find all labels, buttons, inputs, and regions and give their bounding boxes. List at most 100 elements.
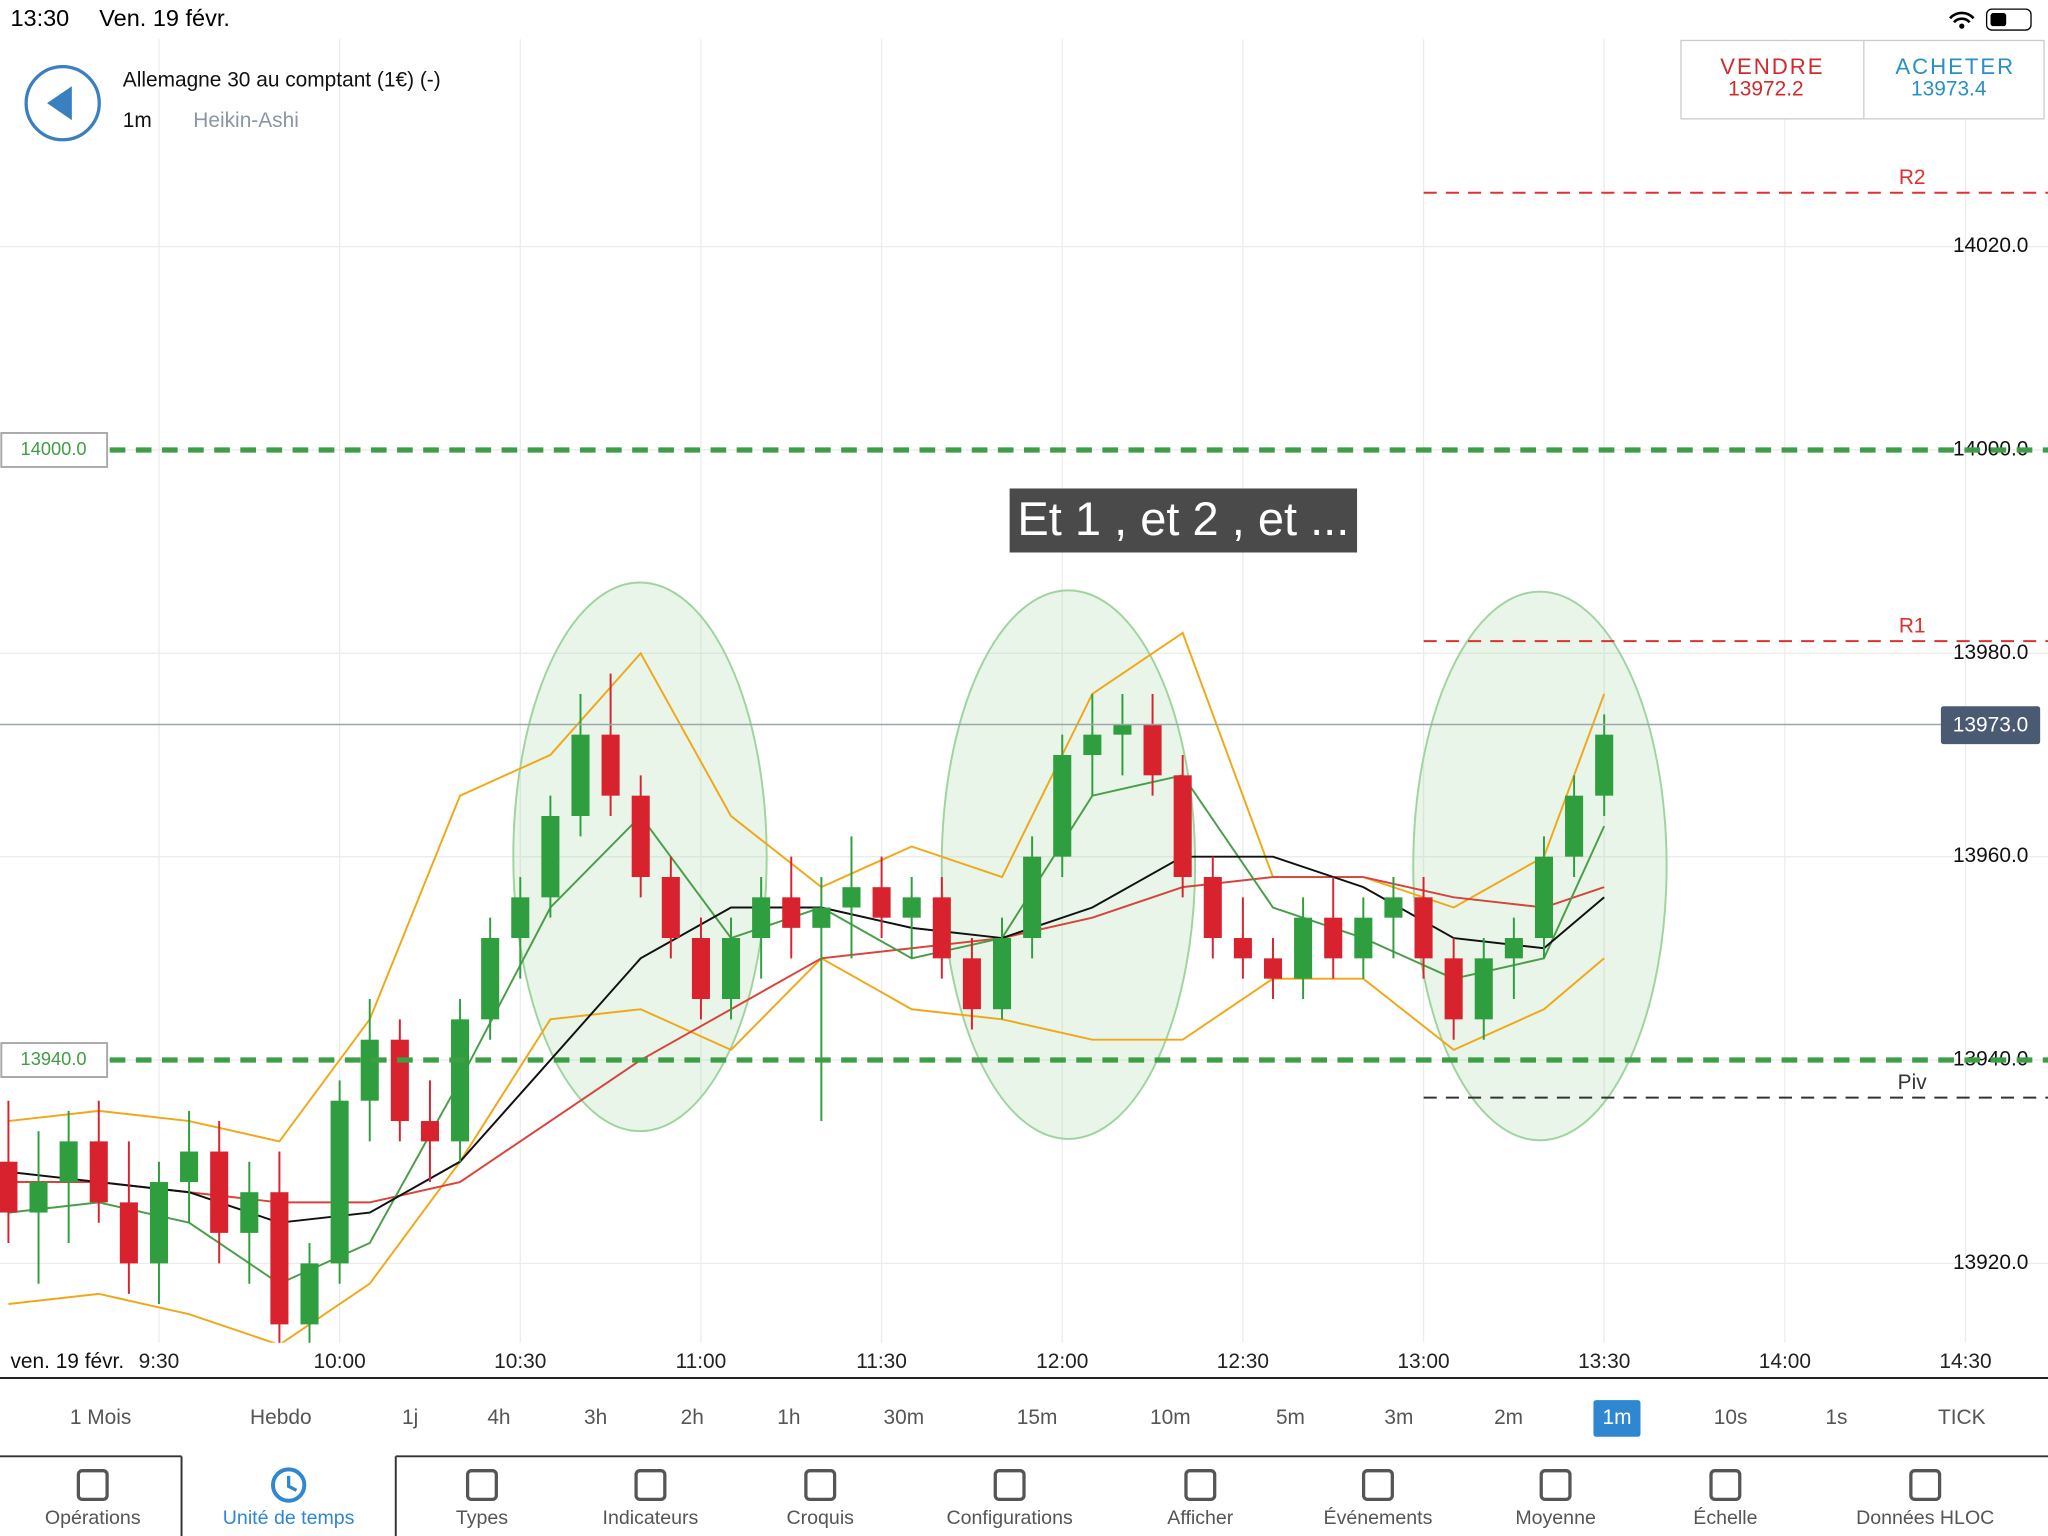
pivot-label: R2 xyxy=(1899,166,1926,189)
toolbar-label[interactable]: Indicateurs xyxy=(603,1507,699,1529)
candle-body xyxy=(1384,897,1403,918)
candle-body xyxy=(1354,917,1373,959)
status-time: 13:30 xyxy=(10,5,69,31)
buy-label[interactable]: ACHETER xyxy=(1895,54,2015,79)
candle-body xyxy=(571,734,590,817)
toolbar-icon[interactable] xyxy=(76,1469,109,1502)
date-label: ven. 19 févr. xyxy=(10,1350,124,1373)
toolbar-label[interactable]: Unité de temps xyxy=(223,1507,355,1529)
toolbar-label[interactable]: Croquis xyxy=(787,1507,855,1529)
timeframe-option[interactable]: 15m xyxy=(1017,1406,1058,1429)
toolbar-label[interactable]: Opérations xyxy=(45,1507,141,1529)
timeframe-option[interactable]: 1 Mois xyxy=(70,1406,131,1429)
timeframe-option[interactable]: 1m xyxy=(1602,1406,1631,1429)
toolbar-icon[interactable] xyxy=(465,1469,498,1502)
toolbar-icon[interactable] xyxy=(1361,1469,1394,1502)
annotation: Et 1 , et 2 , et ... xyxy=(1017,492,1349,545)
candle-body xyxy=(812,907,831,928)
timeframe-option[interactable]: 2h xyxy=(681,1406,704,1429)
candle-body xyxy=(1173,775,1192,878)
x-tick-label: 14:00 xyxy=(1759,1350,1811,1373)
toolbar-label[interactable]: Configurations xyxy=(947,1507,1073,1529)
pivot-label: R1 xyxy=(1899,614,1926,637)
candle-body xyxy=(89,1141,108,1203)
timeframe-option[interactable]: 5m xyxy=(1276,1406,1305,1429)
back-button[interactable] xyxy=(24,64,101,142)
candle-body xyxy=(601,734,620,796)
candle-body xyxy=(541,816,560,898)
candle-body xyxy=(511,897,530,939)
candle-body xyxy=(992,938,1012,1010)
sell-price[interactable]: 13972.2 xyxy=(1728,78,1803,101)
toolbar-icon[interactable] xyxy=(1539,1469,1572,1502)
toolbar-label[interactable]: Événements xyxy=(1324,1506,1433,1529)
timeframe-option[interactable]: 10m xyxy=(1150,1406,1191,1429)
toolbar-icon[interactable] xyxy=(1709,1469,1742,1502)
candle-body xyxy=(902,897,921,918)
candle-body xyxy=(451,1019,470,1142)
candle-body xyxy=(691,938,710,1000)
candle-body xyxy=(1294,917,1313,979)
candle-body xyxy=(1113,724,1132,735)
toolbar-icon[interactable] xyxy=(287,1475,298,1492)
toolbar-icon[interactable] xyxy=(271,1467,307,1503)
y-tick-label: 14020.0 xyxy=(1953,234,2028,257)
toolbar-icon[interactable] xyxy=(993,1469,1026,1502)
status-icons xyxy=(1949,8,2032,31)
candle-body xyxy=(842,887,861,908)
timeframe-option[interactable]: 3h xyxy=(584,1406,607,1429)
timeframe-option[interactable]: Hebdo xyxy=(250,1406,312,1429)
candle-body xyxy=(1595,734,1614,796)
toolbar: Opérations Unité de temps Types Indicateurs… xyxy=(0,1455,2048,1536)
toolbar-label[interactable]: Types xyxy=(456,1507,508,1529)
timeframe-option[interactable]: 30m xyxy=(884,1406,925,1429)
toolbar-icon[interactable] xyxy=(1184,1469,1217,1502)
candle-body xyxy=(1053,754,1072,857)
candle-body xyxy=(1233,938,1252,959)
toolbar-icon[interactable] xyxy=(804,1469,837,1502)
x-tick-label: 9:30 xyxy=(139,1350,180,1373)
toolbar-label[interactable]: Données HLOC xyxy=(1856,1507,1994,1529)
y-tick-label: 13980.0 xyxy=(1953,641,2028,664)
timeframe-option[interactable]: 4h xyxy=(487,1406,510,1429)
sell-label[interactable]: VENDRE xyxy=(1720,54,1824,79)
timeframe-selected[interactable] xyxy=(1593,1400,1641,1437)
toolbar-label[interactable]: Afficher xyxy=(1167,1507,1233,1529)
x-tick-label: 10:30 xyxy=(494,1350,546,1373)
timeframe-option[interactable]: 1h xyxy=(777,1406,800,1429)
timeframe-option[interactable]: 3m xyxy=(1384,1406,1413,1429)
x-tick-label: 14:30 xyxy=(1939,1350,1991,1373)
timeframe-option[interactable]: 1j xyxy=(402,1406,418,1429)
candle-body xyxy=(1534,856,1554,939)
candle-body xyxy=(1324,917,1343,959)
toolbar-label[interactable]: Échelle xyxy=(1693,1506,1757,1529)
timeframe-option[interactable]: 2m xyxy=(1494,1406,1523,1429)
candle-body xyxy=(1023,856,1042,939)
candle-body xyxy=(1203,877,1222,939)
candle-body xyxy=(210,1151,229,1233)
chart-overlay: 13920.0 13940.0 13960.0 13980.0 14000.0 14020… xyxy=(0,166,2048,1274)
candle-body xyxy=(330,1100,349,1264)
annotation-box xyxy=(1009,488,1358,553)
candle-body xyxy=(1263,958,1283,979)
y-tick-label: 13920.0 xyxy=(1953,1251,2028,1274)
buy-price[interactable]: 13973.4 xyxy=(1911,78,1986,101)
status-date: Ven. 19 févr. xyxy=(99,5,230,31)
x-tick-label: 12:00 xyxy=(1036,1350,1088,1373)
timeframe-option[interactable]: 10s xyxy=(1714,1406,1748,1429)
timeframe-option[interactable]: TICK xyxy=(1938,1406,1986,1429)
x-tick-label: 13:30 xyxy=(1578,1350,1630,1373)
candle-body xyxy=(752,897,771,939)
candle-body xyxy=(119,1202,138,1264)
toolbar-icon[interactable] xyxy=(634,1469,667,1502)
date-label-bg xyxy=(0,1346,139,1377)
toolbar-icon[interactable] xyxy=(1909,1469,1942,1502)
toolbar-label[interactable]: Moyenne xyxy=(1515,1507,1596,1529)
x-axis: 9:30 10:00 10:30 11:00 11:30 12:00 12:30 13:00 1… xyxy=(139,1350,1992,1373)
timeframe-option[interactable]: 1s xyxy=(1825,1406,1847,1429)
candle-body xyxy=(240,1192,259,1233)
candle-body xyxy=(1504,938,1523,959)
